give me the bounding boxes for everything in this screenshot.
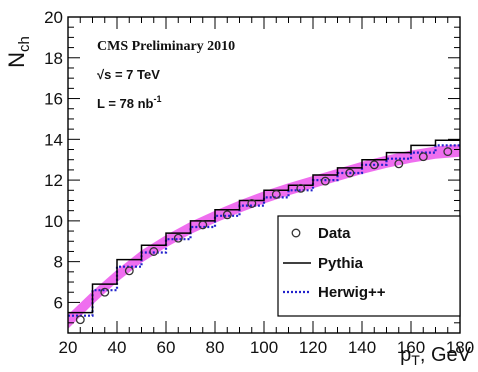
- x-tick-label: 60: [157, 338, 176, 357]
- data-point: [75, 315, 85, 325]
- pythia-histogram: [68, 139, 460, 314]
- legend-box: [277, 215, 461, 317]
- plot-area: [68, 139, 460, 329]
- annotation-lumi-main: L = 78 nb: [97, 96, 154, 111]
- data-point: [320, 176, 330, 186]
- data-point: [271, 189, 281, 199]
- y-tick-label: 20: [44, 8, 63, 27]
- x-tick-label: 100: [250, 338, 278, 357]
- data-point: [443, 147, 453, 157]
- annotation-energy: √s = 7 TeV: [97, 67, 160, 82]
- data-point: [222, 210, 232, 220]
- data-point: [394, 159, 404, 169]
- y-axis-title-main: N: [4, 52, 29, 68]
- data-point: [418, 152, 428, 162]
- y-axis-title: Nch: [4, 36, 33, 68]
- x-tick-label: 80: [206, 338, 225, 357]
- data-point: [296, 183, 306, 193]
- x-tick-label: 160: [397, 338, 425, 357]
- y-tick-label: 14: [44, 130, 63, 149]
- data-point: [149, 247, 159, 256]
- y-tick-label: 6: [54, 293, 63, 312]
- data-point: [369, 160, 379, 170]
- legend-herwig-label: Herwig++: [318, 284, 386, 301]
- data-point: [124, 266, 134, 276]
- x-tick-label: 120: [299, 338, 327, 357]
- x-axis-title-sub: T: [411, 352, 420, 368]
- data-point: [173, 233, 183, 243]
- annotation-lumi: L = 78 nb-1: [97, 94, 162, 111]
- x-tick-label: 40: [108, 338, 127, 357]
- y-tick-label: 16: [44, 90, 63, 109]
- herwig-histogram: [68, 144, 460, 317]
- x-tick-label: 20: [59, 338, 78, 357]
- data-point: [100, 287, 110, 297]
- y-tick-label: 18: [44, 49, 63, 68]
- y-tick-label: 12: [44, 171, 63, 190]
- y-tick-label: 10: [44, 212, 63, 231]
- x-tick-label: 180: [446, 338, 474, 357]
- legend-data-marker: [291, 228, 301, 238]
- annotation-lumi-sup: -1: [153, 94, 161, 104]
- x-tick-label: 140: [348, 338, 376, 357]
- legend-data-label: Data: [318, 225, 351, 242]
- y-tick-label: 8: [54, 253, 63, 272]
- data-point: [198, 220, 208, 230]
- x-axis-title-main: p: [400, 344, 411, 366]
- annotation-cms: CMS Preliminary 2010: [97, 39, 235, 54]
- x-axis-title-unit: , GeV: [420, 344, 472, 366]
- data-point: [345, 168, 355, 178]
- legend: Data Pythia Herwig++: [277, 215, 461, 317]
- legend-pythia-label: Pythia: [318, 255, 364, 272]
- data-point: [247, 199, 257, 208]
- axes: 20 40 60 80 100 120 140 160 180 6 8 10 12 14 16 18 20: [44, 8, 474, 357]
- y-axis-title-sub: ch: [16, 36, 33, 52]
- x-axis-title: pT, GeV: [400, 344, 471, 368]
